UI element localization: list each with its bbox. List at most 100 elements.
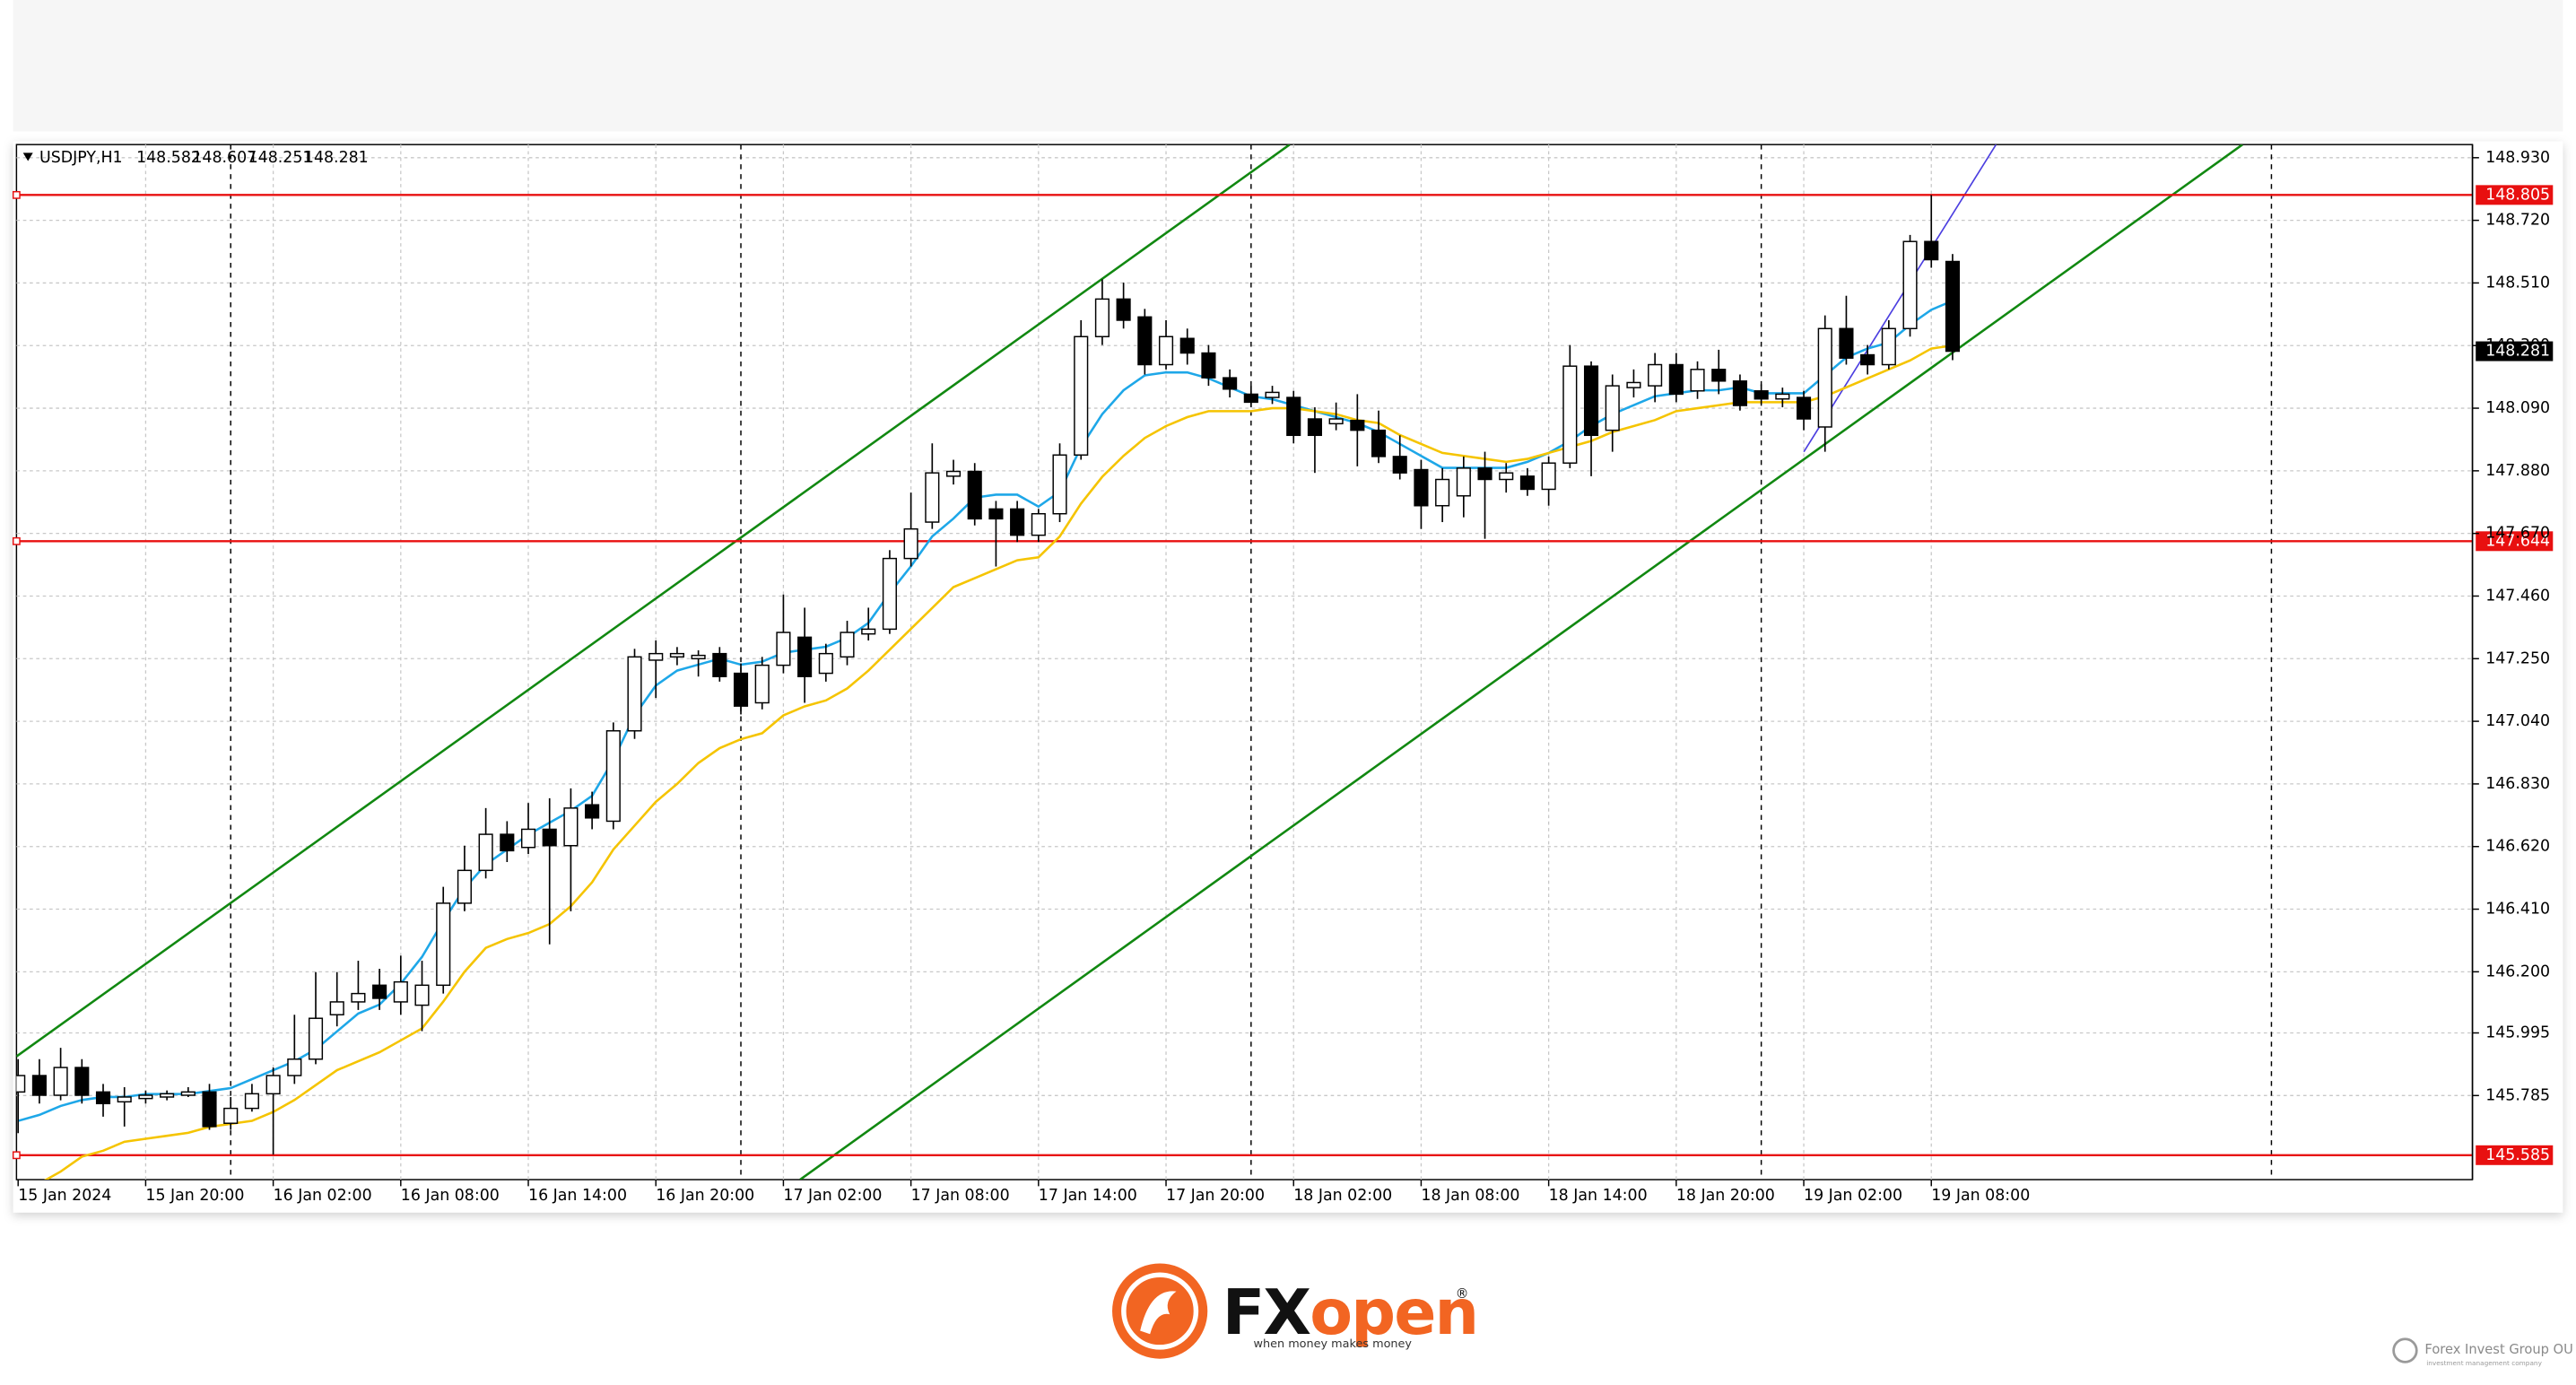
day-separators	[230, 144, 2273, 1180]
candle-body	[265, 1075, 281, 1095]
candle-body	[1605, 385, 1620, 431]
level-label: 147.644	[2485, 532, 2550, 550]
candle-body	[1732, 380, 1747, 406]
candle-body	[988, 508, 1004, 520]
level-label: 148.805	[2485, 186, 2550, 204]
candle-body	[1350, 419, 1365, 431]
candle-body	[861, 628, 876, 635]
candle-body	[1116, 298, 1131, 321]
moving-average	[43, 344, 1954, 1180]
candle-body	[329, 1001, 344, 1015]
candle-body	[1881, 327, 1896, 366]
candle-body	[180, 1091, 196, 1096]
header-high: 148.607	[192, 149, 257, 167]
level-anchor	[12, 190, 21, 199]
partner-name: Forex Invest Group OU	[2424, 1342, 2572, 1357]
moving-averages	[17, 300, 1954, 1180]
candle-body	[882, 557, 897, 631]
candle-body	[1626, 381, 1641, 388]
logo-icon-ring	[1121, 1272, 1199, 1350]
y-tick-label: 147.040	[2485, 712, 2550, 730]
candle-body	[1796, 396, 1812, 420]
candle-body	[95, 1091, 111, 1105]
candle-body	[1945, 260, 1960, 353]
candle-body	[1243, 393, 1258, 404]
level-label: 145.585	[2485, 1146, 2550, 1164]
candle-body	[1158, 335, 1174, 366]
candle-body	[1562, 365, 1578, 464]
x-tick-label: 15 Jan 2024	[18, 1187, 111, 1205]
candle-body	[903, 527, 918, 560]
price-tag-label: 148.281	[2485, 343, 2550, 361]
logo: FXopen ® when money makes money	[1112, 1263, 1479, 1359]
candle-body	[1328, 418, 1344, 425]
x-tick-label: 16 Jan 08:00	[401, 1187, 500, 1205]
candle-body	[1052, 454, 1067, 515]
x-tick-label: 15 Jan 20:00	[145, 1187, 244, 1205]
candle-body	[605, 730, 621, 823]
candle-body	[1839, 327, 1854, 359]
y-tick-label: 148.090	[2485, 399, 2550, 417]
y-tick-label: 147.880	[2485, 462, 2550, 480]
candle-body	[1201, 352, 1216, 379]
candle-body	[1519, 475, 1535, 491]
header-low: 148.251	[248, 149, 313, 167]
candle-body	[1414, 468, 1429, 507]
candle-body	[244, 1093, 259, 1110]
candle-body	[1371, 429, 1387, 457]
candle-body	[945, 470, 962, 477]
level-tag	[2476, 1145, 2554, 1165]
channel-upper	[16, 144, 1291, 1058]
candle-body	[925, 472, 940, 523]
candle-body	[520, 828, 536, 849]
candle-body	[818, 652, 833, 675]
candle-body	[1179, 337, 1195, 354]
candle-body	[31, 1075, 47, 1096]
candle-body	[1286, 396, 1301, 437]
header-arrow	[22, 152, 33, 161]
candle-body	[393, 980, 408, 1003]
candle-body	[542, 828, 557, 847]
y-tick-label: 146.200	[2485, 963, 2550, 980]
candle-body	[1860, 353, 1875, 366]
candle-body	[414, 984, 430, 1006]
candle-body	[627, 656, 642, 732]
axes: 148.930148.720148.510148.300148.090147.8…	[17, 144, 2554, 1205]
candle-body	[16, 1075, 26, 1093]
candle-body	[1690, 369, 1705, 392]
candle-body	[202, 1091, 217, 1128]
x-tick-label: 18 Jan 20:00	[1676, 1187, 1775, 1205]
candle-body	[669, 652, 684, 658]
candle-body	[160, 1093, 175, 1098]
candle-body	[797, 636, 813, 677]
candle-body	[1754, 390, 1769, 400]
y-tick-label: 145.785	[2485, 1086, 2550, 1104]
candle-body	[1541, 462, 1556, 491]
x-tick-label: 17 Jan 14:00	[1039, 1187, 1137, 1205]
candle-body	[967, 470, 982, 520]
x-tick-label: 16 Jan 14:00	[528, 1187, 627, 1205]
x-tick-label: 17 Jan 20:00	[1166, 1187, 1265, 1205]
candle-body	[1775, 393, 1790, 400]
candle-body	[1435, 478, 1450, 507]
candle-body	[1137, 316, 1153, 366]
candle-body	[1074, 335, 1089, 456]
logo-registered: ®	[1456, 1286, 1469, 1302]
candles	[16, 195, 1960, 1155]
candle-body	[733, 672, 749, 707]
y-tick-label: 147.670	[2485, 525, 2550, 543]
plot-frame	[15, 144, 2474, 1180]
grid	[16, 144, 2473, 1180]
y-tick-label: 148.720	[2485, 212, 2550, 230]
candle-body	[691, 654, 706, 660]
candle-body	[1392, 456, 1407, 474]
partner-icon	[2392, 1337, 2418, 1363]
candle-body	[1817, 327, 1832, 428]
candle-body	[1031, 512, 1046, 536]
candle-body	[1924, 240, 1939, 261]
candle-body	[1668, 363, 1684, 396]
logo-text: FXopen	[1223, 1276, 1478, 1349]
candle-body	[754, 664, 770, 704]
x-tick-label: 18 Jan 02:00	[1293, 1187, 1392, 1205]
level-tag	[2476, 531, 2554, 552]
